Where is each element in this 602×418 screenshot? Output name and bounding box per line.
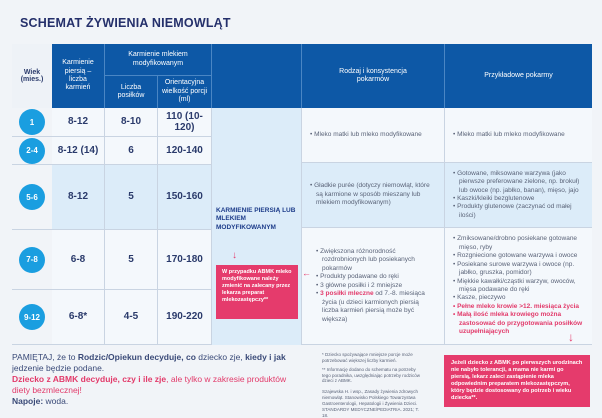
age-badge: 2-4 xyxy=(19,137,45,164)
footnotes: * Dziecko spożywające mniejsze porcje mo… xyxy=(322,352,422,418)
type-group-2: • Gładkie purée (dotyczy niemowląt, któr… xyxy=(302,163,445,228)
header-formula: Karmienie mlekiem modyfikowanym xyxy=(105,44,212,76)
remember-note: PAMIĘTAJ, że to Rodzic/Opiekun decyduje,… xyxy=(12,352,287,407)
type-item: • Produkty podawane do ręki xyxy=(316,273,399,281)
type-item: • 3 główne posiłki i 2 mniejsze xyxy=(316,281,403,289)
portion-cell: 170-180 xyxy=(158,230,212,290)
type-item: • Zwiększona różnorodność rozdrobnionych… xyxy=(316,248,415,272)
example-item: • Pełne mleko krowie >12. miesiąca życia xyxy=(453,302,580,310)
example-item: • Kasze, pieczywo xyxy=(453,294,506,302)
breast-cell: 8-12 (14) xyxy=(52,137,105,165)
feeding-label: KARMIENIE PIERSIĄ LUB MLEKIEM MODYFIKOWA… xyxy=(216,207,296,231)
age-badge: 5-6 xyxy=(19,184,45,210)
type-item: • Gładkie purée (dotyczy niemowląt, któr… xyxy=(310,182,430,207)
header-breast: Karmienie piersią – liczba karmień xyxy=(52,44,105,108)
example-item: • Rozgniecione gotowane warzywa i owoce xyxy=(453,252,578,260)
type-item: • 3 posiłki mleczne od 7.-8. miesiąca ży… xyxy=(316,290,425,323)
arrow-down-icon: ↓ xyxy=(568,330,574,344)
meals-cell: 8-10 xyxy=(105,108,158,137)
age-cell: 2-4 xyxy=(12,137,52,165)
portion-cell: 120-140 xyxy=(158,137,212,165)
meals-cell: 6 xyxy=(105,137,158,165)
footnote: * Dziecko spożywające mniejsze porcje mo… xyxy=(322,352,413,363)
example-item: • Gotowane, miksowane warzywa (jako pier… xyxy=(453,169,580,194)
breast-cell: 6-8* xyxy=(52,290,105,345)
examples-group-3: • Zmiksowane/drobno posiekane gotowane m… xyxy=(445,228,592,345)
abmk-info-box: Jeżeli dziecko z ABMK po pierwszych urod… xyxy=(444,355,590,407)
type-item: • Mleko matki lub mleko modyfikowane xyxy=(310,130,422,138)
meals-cell: 5 xyxy=(105,165,158,230)
example-item: • Produkty glutenowe (zaczynać od małej … xyxy=(453,203,572,219)
example-item: • Posiekane surowe warzywa i owoce (np. … xyxy=(453,260,575,277)
feeding-column: KARMIENIE PIERSIĄ LUB MLEKIEM MODYFIKOWA… xyxy=(212,108,302,345)
header-type: Rodzaj i konsystencja pokarmów xyxy=(302,44,445,108)
example-item: • Zmiksowane/drobno posiekane gotowane m… xyxy=(453,235,578,251)
examples-group-2: • Gotowane, miksowane warzywa (jako pier… xyxy=(445,163,592,228)
footnote: ** Informację dodano do schematu na potr… xyxy=(322,366,421,384)
header-feeding xyxy=(212,44,302,108)
examples-group-1: • Mleko matki lub mleko modyfikowane xyxy=(445,108,592,163)
abmk-note: W przypadku ABMK mleko modyfikowane nale… xyxy=(216,265,298,319)
portion-cell: 150-160 xyxy=(158,165,212,230)
breast-cell: 8-12 xyxy=(52,108,105,137)
age-badge: 1 xyxy=(19,109,45,135)
type-group-1: • Mleko matki lub mleko modyfikowane xyxy=(302,108,445,163)
page-title: SCHEMAT ŻYWIENIA NIEMOWLĄT xyxy=(20,16,231,30)
header-examples: Przykładowe pokarmy xyxy=(445,44,592,108)
meals-cell: 4-5 xyxy=(105,290,158,345)
age-badge: 9-12 xyxy=(19,304,45,330)
meals-cell: 5 xyxy=(105,230,158,290)
header-age: Wiek (mies.) xyxy=(12,44,52,108)
header-portion: Orientacyjna wielkość porcji (ml) xyxy=(158,76,212,108)
footnote: Szajewska H. i wsp., Zasady żywienia zdr… xyxy=(322,389,419,418)
example-item: • Kaszki/kleiki bezglutenowe xyxy=(453,195,535,202)
portion-cell: 190-220 xyxy=(158,290,212,345)
example-item: • Mleko matki lub mleko modyfikowane xyxy=(453,130,565,138)
age-badge: 7-8 xyxy=(19,246,45,273)
portion-cell: 110 (10-120) xyxy=(158,108,212,137)
arrow-left-icon: ← xyxy=(302,268,311,278)
header-meals: Liczba posiłków xyxy=(105,76,158,108)
age-cell: 1 xyxy=(12,108,52,137)
breast-cell: 8-12 xyxy=(52,165,105,230)
type-group-3: • Zwiększona różnorodność rozdrobnionych… xyxy=(302,228,445,345)
arrow-down-icon: ↓ xyxy=(232,250,237,261)
age-cell: 9-12 xyxy=(12,290,52,345)
age-cell: 7-8 xyxy=(12,230,52,290)
example-item: • Miękkie kawałki/cząstki warzyw, owoców… xyxy=(453,277,576,293)
example-item: • Małą ilość mleka krowiego można zastos… xyxy=(453,311,583,336)
breast-cell: 6-8 xyxy=(52,230,105,290)
age-cell: 5-6 xyxy=(12,165,52,230)
